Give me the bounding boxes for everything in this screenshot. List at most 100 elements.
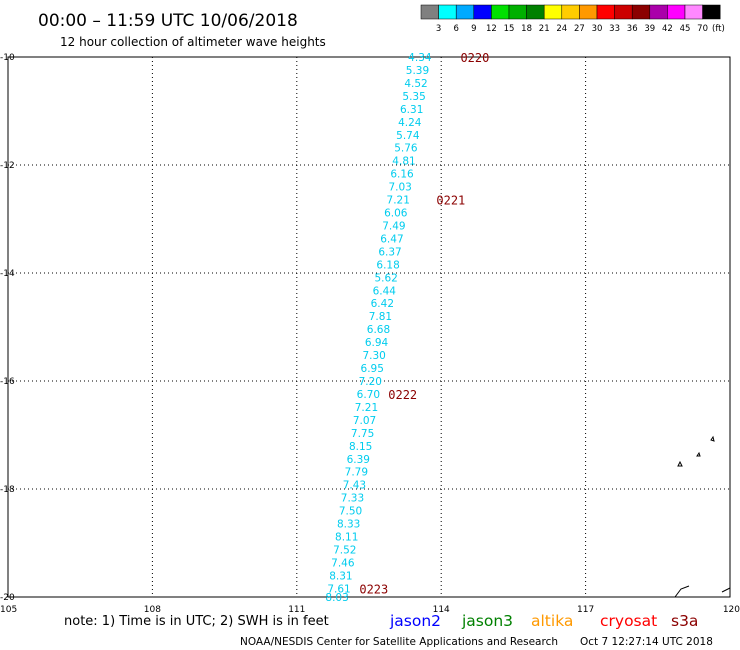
wave-height-point: 4.34	[408, 52, 432, 64]
y-tick-label: -10	[0, 53, 15, 63]
legend-swatch	[491, 4, 510, 20]
legend-unit: (ft)	[712, 24, 725, 34]
legend-swatch	[614, 4, 633, 20]
wave-height-point: 7.21	[387, 195, 410, 207]
wave-height-point: 8.11	[335, 532, 358, 544]
wave-height-point: 6.68	[367, 324, 390, 336]
legend-swatch	[702, 4, 721, 20]
legend-swatch	[526, 4, 545, 20]
wave-height-point: 7.75	[351, 428, 374, 440]
x-tick-label: 117	[577, 605, 594, 615]
legend-swatch	[579, 4, 598, 20]
pass-time-label: 0221	[436, 194, 465, 208]
chart-title: 00:00 – 11:59 UTC 10/06/2018	[38, 11, 298, 31]
wave-height-point: 7.79	[345, 467, 368, 479]
x-tick-label: 105	[0, 605, 17, 615]
legend-swatch	[649, 4, 668, 20]
legend-swatch	[543, 4, 563, 20]
wave-height-point: 7.50	[339, 506, 362, 518]
footnote: note: 1) Time is in UTC; 2) SWH is in fe…	[64, 614, 329, 629]
legend-swatch	[561, 4, 580, 20]
legend-bin-label: 21	[539, 24, 550, 34]
wave-height-point: 7.33	[341, 493, 364, 505]
wave-height-point: 7.03	[388, 182, 411, 194]
y-tick-label: -18	[0, 485, 15, 495]
legend-bin-label: 39	[644, 24, 655, 34]
wave-height-point: 5.74	[396, 130, 420, 142]
wave-height-point: 4.52	[404, 78, 427, 90]
wave-height-point: 7.21	[355, 402, 378, 414]
legend-swatch	[455, 4, 475, 20]
legend-bin-label: 9	[471, 24, 476, 34]
x-tick-label: 120	[723, 605, 740, 615]
x-tick-label: 108	[144, 605, 161, 615]
wave-height-point: 7.20	[359, 376, 382, 388]
legend-bin-label: 70	[697, 24, 708, 34]
legend-bin-label: 36	[627, 24, 638, 34]
wave-height-point: 6.70	[357, 389, 380, 401]
wave-height-point: 6.44	[373, 285, 397, 297]
legend-bin-label: 18	[521, 24, 532, 34]
wave-height-point: 6.94	[365, 337, 389, 349]
y-tick-label: -12	[0, 161, 15, 171]
wave-height-point: 8.03	[325, 592, 348, 604]
color-legend: 3 6 9 12 15 18 21 24 27 30 33 36 39 42 45 70 (ft)	[420, 4, 725, 34]
wave-height-point: 6.39	[347, 454, 370, 466]
island-marks	[674, 435, 731, 598]
y-tick-label: -14	[0, 269, 15, 279]
y-tick-label: -20	[0, 593, 15, 603]
legend-swatch	[596, 4, 615, 20]
legend-bin-label: 6	[453, 24, 458, 34]
legend-swatch	[420, 4, 439, 20]
grid-lines	[8, 57, 730, 597]
x-tick-label: 114	[433, 605, 450, 615]
wave-height-point: 6.42	[371, 298, 394, 310]
wave-height-point: 7.43	[343, 480, 366, 492]
legend-swatch	[508, 4, 527, 20]
legend-bin-label: 30	[592, 24, 603, 34]
wave-height-point: 5.76	[394, 143, 418, 155]
legend-bin-label: 12	[486, 24, 497, 34]
satellite-label: jason2	[389, 612, 441, 630]
wave-height-point: 7.30	[362, 350, 385, 362]
wave-height-point: 7.81	[369, 311, 392, 323]
pass-time-label: 0223	[359, 582, 388, 596]
wave-height-point: 6.18	[376, 259, 399, 271]
pass-time-label: 0222	[388, 388, 417, 402]
pass-time-labels: 0220 0221 0222 0223	[359, 51, 489, 596]
wave-height-point: 6.37	[378, 246, 401, 258]
wave-height-point: 8.15	[349, 441, 372, 453]
pass-time-label: 0220	[460, 51, 489, 65]
wave-height-point: 7.52	[333, 544, 356, 556]
wave-height-point: 6.47	[380, 233, 403, 245]
satellite-label: s3a	[671, 612, 698, 630]
legend-swatch	[631, 4, 651, 20]
legend-swatch	[438, 4, 457, 20]
satellite-label: jason3	[461, 612, 513, 630]
satellite-legend: jason2 jason3 altika cryosat s3a	[389, 612, 698, 630]
wave-height-point: 4.81	[392, 156, 415, 168]
wave-height-values: 4.345.394.525.356.314.245.745.764.816.16…	[325, 52, 431, 604]
legend-bin-label: 24	[556, 24, 567, 34]
x-axis-ticks: 105 108 111 114 117 120	[0, 605, 740, 615]
x-tick-label: 111	[288, 605, 305, 615]
satellite-label: altika	[531, 612, 573, 630]
generation-timestamp: Oct 7 12:27:14 UTC 2018	[580, 636, 713, 648]
legend-bin-label: 3	[436, 24, 441, 34]
wave-height-point: 7.46	[331, 557, 355, 569]
y-axis-ticks: -10 -12 -14 -16 -18 -20	[0, 53, 15, 603]
wave-height-point: 6.31	[400, 104, 423, 116]
legend-bin-label: 33	[609, 24, 620, 34]
credit-line: NOAA/NESDIS Center for Satellite Applica…	[240, 636, 558, 648]
y-tick-label: -16	[0, 377, 15, 387]
wave-height-point: 8.33	[337, 519, 360, 531]
legend-swatch	[473, 4, 492, 20]
legend-swatch	[684, 4, 703, 20]
legend-bin-label: 45	[680, 24, 691, 34]
wave-height-point: 7.07	[353, 415, 376, 427]
wave-height-point: 5.62	[374, 272, 397, 284]
legend-bin-label: 27	[574, 24, 585, 34]
wave-height-point: 4.24	[398, 117, 422, 129]
legend-swatch	[667, 4, 686, 20]
